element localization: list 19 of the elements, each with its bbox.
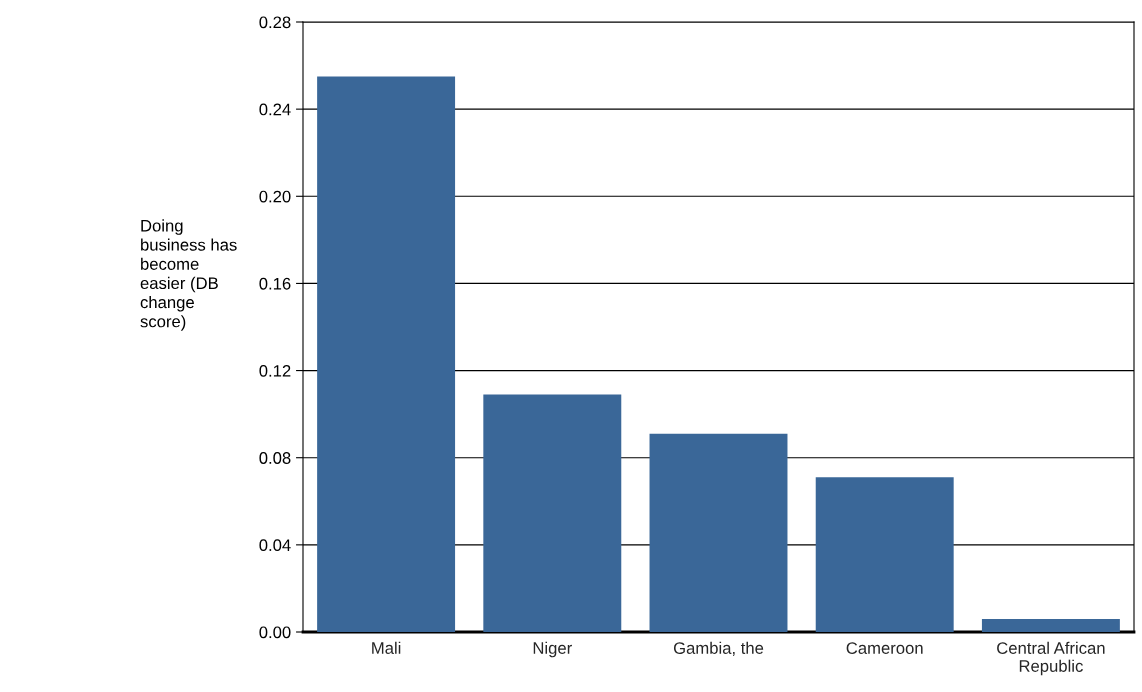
- x-tick-label: Mali: [372, 641, 401, 654]
- y-tick-label: 0.20: [259, 190, 291, 203]
- y-tick-label: 0.16: [259, 277, 291, 290]
- bar: [317, 76, 456, 632]
- y-tick-label: 0.24: [259, 103, 291, 116]
- y-tick-label: 0.04: [259, 539, 291, 552]
- x-tick-label: Gambia, the: [673, 641, 764, 656]
- y-tick-label: 0.00: [259, 626, 291, 639]
- x-tick-label: Central African Republic: [997, 641, 1105, 676]
- y-axis-title: Doing business has become easier (DB change score): [140, 219, 237, 331]
- bar: [815, 477, 954, 632]
- x-tick-label: Cameroon: [846, 642, 923, 654]
- bar: [483, 394, 622, 632]
- y-tick-label: 0.08: [259, 452, 291, 464]
- x-tick-label: Niger: [533, 641, 572, 658]
- bar: [649, 433, 788, 632]
- y-tick-label: 0.12: [259, 364, 291, 377]
- y-tick-label: 0.28: [259, 16, 291, 29]
- bar: [981, 618, 1120, 632]
